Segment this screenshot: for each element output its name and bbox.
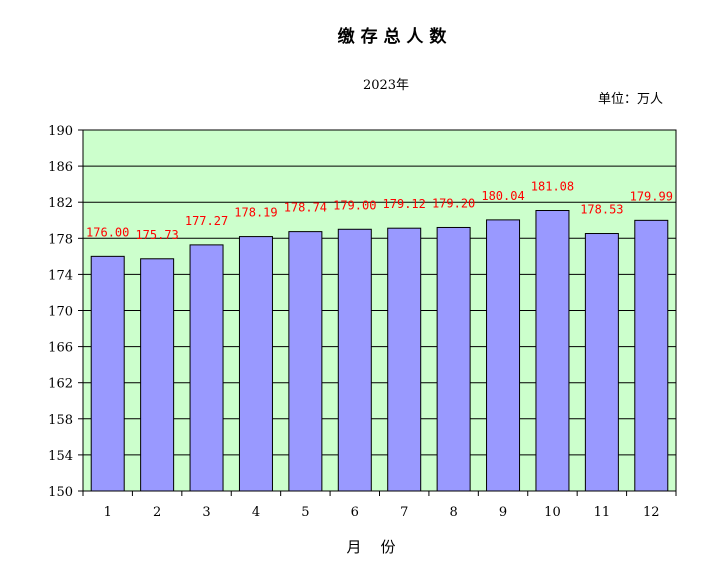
- y-tick-label: 166: [48, 341, 73, 356]
- x-axis-label: 月 份: [346, 538, 395, 556]
- bar: [387, 227, 422, 492]
- y-tick-label: 174: [48, 268, 73, 283]
- x-tick-label: 9: [499, 505, 507, 520]
- chart-title: 缴 存 总 人 数: [338, 26, 448, 47]
- x-tick-label: 12: [643, 505, 660, 520]
- x-tick-label: 2: [153, 505, 161, 520]
- y-tick-label: 162: [48, 377, 73, 392]
- y-tick-label: 170: [48, 305, 73, 320]
- data-label: 180.04: [481, 189, 524, 203]
- y-tick-label: 186: [48, 160, 73, 175]
- data-label: 178.74: [284, 201, 327, 215]
- data-label: 177.27: [185, 214, 228, 228]
- bar: [535, 210, 570, 492]
- y-tick-label: 154: [48, 449, 73, 464]
- bar: [90, 255, 125, 492]
- x-tick-label: 3: [202, 505, 210, 520]
- bar: [238, 236, 273, 492]
- data-label: 179.00: [333, 198, 376, 212]
- y-tick-label: 178: [48, 232, 73, 247]
- bar: [584, 233, 619, 492]
- x-tick-label: 8: [449, 505, 457, 520]
- data-label: 179.99: [630, 189, 673, 203]
- bar: [189, 244, 224, 492]
- y-tick-label: 158: [48, 413, 73, 428]
- bar: [337, 228, 372, 492]
- unit-label: 单位：万人: [598, 92, 663, 107]
- x-tick-label: 7: [400, 505, 408, 520]
- data-label: 181.08: [531, 180, 574, 194]
- bar: [140, 258, 175, 492]
- data-label: 179.12: [383, 197, 426, 211]
- chart-subtitle: 2023年: [363, 78, 409, 93]
- data-label: 178.53: [580, 203, 623, 217]
- bar: [634, 219, 669, 492]
- data-label: 176.00: [86, 225, 129, 239]
- y-tick-label: 182: [48, 196, 73, 211]
- bar: [486, 219, 521, 492]
- data-label: 175.73: [135, 228, 178, 242]
- y-tick-label: 150: [48, 485, 73, 500]
- data-label: 178.19: [234, 206, 277, 220]
- x-tick-label: 4: [252, 505, 260, 520]
- bar: [288, 231, 323, 492]
- x-tick-label: 6: [351, 505, 359, 520]
- x-tick-label: 5: [301, 505, 309, 520]
- x-tick-label: 11: [594, 505, 611, 520]
- bar: [436, 226, 471, 492]
- y-tick-label: 190: [48, 124, 73, 139]
- x-tick-label: 1: [104, 505, 112, 520]
- x-tick-label: 10: [544, 505, 561, 520]
- data-label: 179.20: [432, 196, 475, 210]
